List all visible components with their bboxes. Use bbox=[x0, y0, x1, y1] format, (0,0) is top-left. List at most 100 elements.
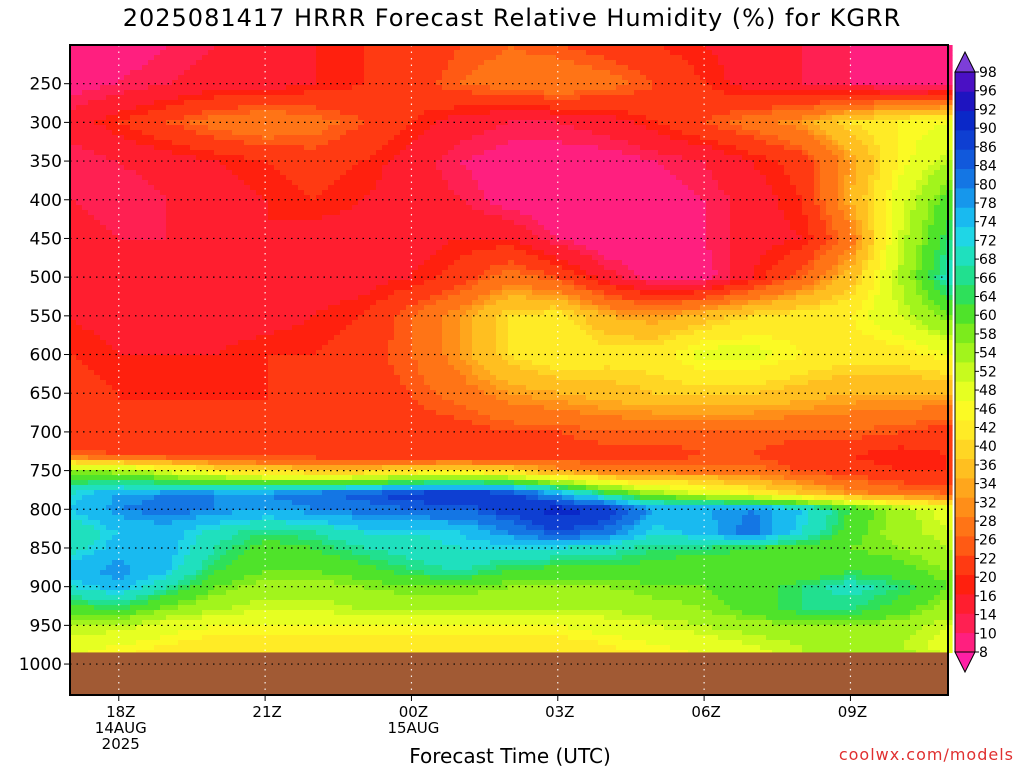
heatmap-cell bbox=[868, 185, 875, 191]
heatmap-cell bbox=[124, 145, 131, 151]
heatmap-cell bbox=[172, 45, 179, 51]
heatmap-cell bbox=[352, 115, 359, 121]
heatmap-cell bbox=[244, 185, 251, 191]
heatmap-cell bbox=[472, 180, 479, 186]
heatmap-cell bbox=[460, 125, 467, 131]
heatmap-cell bbox=[184, 175, 191, 181]
heatmap-cell bbox=[262, 60, 269, 66]
heatmap-cell bbox=[238, 165, 245, 171]
heatmap-cell bbox=[706, 195, 713, 201]
heatmap-cell bbox=[778, 95, 785, 101]
heatmap-cell bbox=[268, 50, 275, 56]
heatmap-cell bbox=[700, 65, 707, 71]
heatmap-cell bbox=[616, 110, 623, 116]
heatmap-cell bbox=[640, 95, 647, 101]
heatmap-cell bbox=[550, 80, 557, 86]
heatmap-cell bbox=[808, 140, 815, 146]
heatmap-cell bbox=[634, 150, 641, 156]
heatmap-cell bbox=[892, 70, 899, 76]
heatmap-cell bbox=[748, 190, 755, 196]
heatmap-cell bbox=[832, 105, 839, 111]
heatmap-cell bbox=[262, 210, 269, 216]
heatmap-cell bbox=[178, 140, 185, 146]
heatmap-cell bbox=[322, 100, 329, 106]
heatmap-cell bbox=[616, 200, 623, 206]
heatmap-cell bbox=[790, 95, 797, 101]
heatmap-cell bbox=[160, 50, 167, 56]
heatmap-cell bbox=[100, 205, 107, 211]
heatmap-cell bbox=[868, 45, 875, 51]
heatmap-cell bbox=[526, 180, 533, 186]
heatmap-cell bbox=[934, 105, 941, 111]
heatmap-cell bbox=[652, 45, 659, 51]
heatmap-cell bbox=[520, 140, 527, 146]
heatmap-cell bbox=[910, 190, 917, 196]
heatmap-cell bbox=[664, 110, 671, 116]
heatmap-cell bbox=[136, 160, 143, 166]
heatmap-cell bbox=[802, 200, 809, 206]
heatmap-cell bbox=[844, 95, 851, 101]
heatmap-cell bbox=[928, 175, 935, 181]
heatmap-cell bbox=[616, 135, 623, 141]
heatmap-cell bbox=[742, 65, 749, 71]
heatmap-cell bbox=[148, 85, 155, 91]
heatmap-cell bbox=[532, 185, 539, 191]
heatmap-cell bbox=[754, 75, 761, 81]
heatmap-cell bbox=[640, 85, 647, 91]
heatmap-cell bbox=[358, 90, 365, 96]
heatmap-cell bbox=[532, 65, 539, 71]
heatmap-cell bbox=[940, 175, 947, 181]
heatmap-cell bbox=[436, 80, 443, 86]
heatmap-cell bbox=[844, 120, 851, 126]
heatmap-cell bbox=[454, 180, 461, 186]
heatmap-cell bbox=[154, 135, 161, 141]
heatmap-cell bbox=[472, 145, 479, 151]
heatmap-cell bbox=[598, 165, 605, 171]
heatmap-cell bbox=[892, 105, 899, 111]
heatmap-cell bbox=[628, 90, 635, 96]
heatmap-cell bbox=[184, 115, 191, 121]
heatmap-cell bbox=[820, 150, 827, 156]
heatmap-cell bbox=[328, 170, 335, 176]
heatmap-cell bbox=[94, 160, 101, 166]
heatmap-cell bbox=[214, 75, 221, 81]
heatmap-cell bbox=[544, 125, 551, 131]
heatmap-cell bbox=[760, 50, 767, 56]
heatmap-cell bbox=[910, 95, 917, 101]
heatmap-cell bbox=[748, 155, 755, 161]
heatmap-cell bbox=[664, 205, 671, 211]
heatmap-cell bbox=[670, 60, 677, 66]
heatmap-cell bbox=[160, 45, 167, 51]
heatmap-cell bbox=[802, 65, 809, 71]
heatmap-cell bbox=[94, 130, 101, 136]
heatmap-cell bbox=[658, 55, 665, 61]
heatmap-cell bbox=[292, 70, 299, 76]
heatmap-cell bbox=[448, 205, 455, 211]
heatmap-cell bbox=[238, 70, 245, 76]
heatmap-cell bbox=[634, 95, 641, 101]
heatmap-cell bbox=[220, 165, 227, 171]
heatmap-cell bbox=[190, 105, 197, 111]
heatmap-cell bbox=[220, 195, 227, 201]
heatmap-cell bbox=[736, 130, 743, 136]
heatmap-cell bbox=[934, 110, 941, 116]
heatmap-cell bbox=[736, 170, 743, 176]
heatmap-cell bbox=[718, 125, 725, 131]
heatmap-cell bbox=[172, 195, 179, 201]
heatmap-cell bbox=[448, 50, 455, 56]
heatmap-cell bbox=[922, 210, 929, 216]
heatmap-cell bbox=[712, 140, 719, 146]
heatmap-cell bbox=[898, 140, 905, 146]
heatmap-cell bbox=[454, 105, 461, 111]
heatmap-cell bbox=[844, 70, 851, 76]
heatmap-cell bbox=[322, 145, 329, 151]
heatmap-cell bbox=[238, 210, 245, 216]
heatmap-cell bbox=[922, 145, 929, 151]
heatmap-cell bbox=[868, 205, 875, 211]
heatmap-cell bbox=[256, 140, 263, 146]
heatmap-cell bbox=[634, 110, 641, 116]
heatmap-cell bbox=[580, 70, 587, 76]
heatmap-cell bbox=[82, 140, 89, 146]
heatmap-cell bbox=[838, 145, 845, 151]
heatmap-cell bbox=[850, 70, 857, 76]
